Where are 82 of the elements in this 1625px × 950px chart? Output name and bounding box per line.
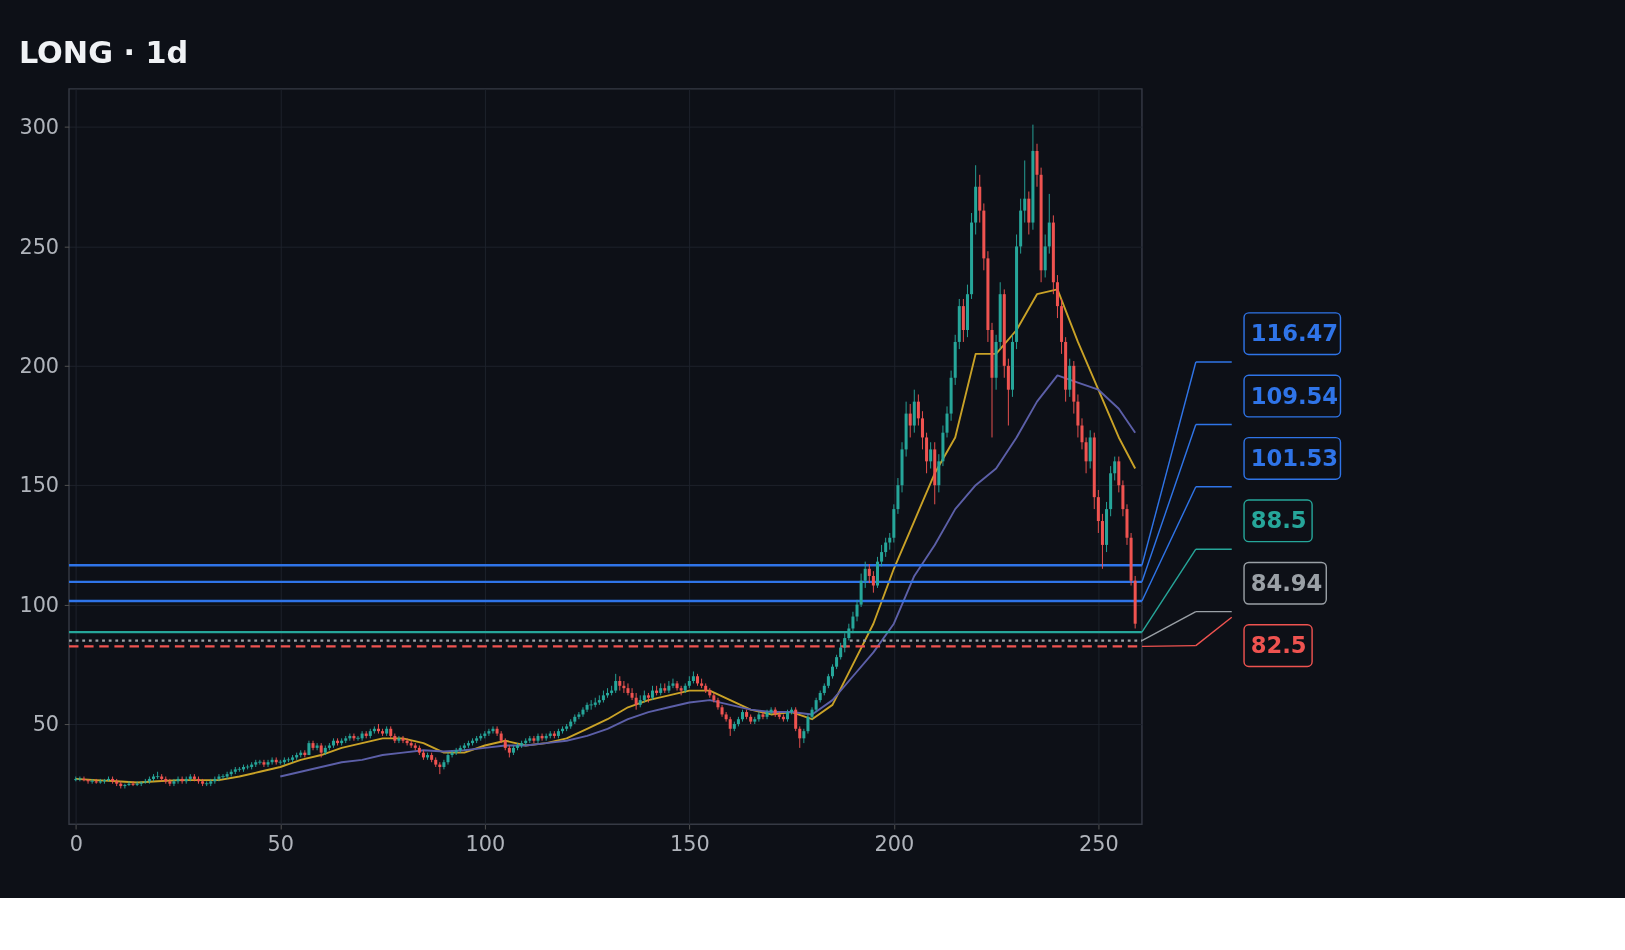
candlestick [978,174,982,224]
candlestick [798,725,802,749]
ref-line-label: 109.54 [1250,382,1339,409]
candlestick [875,556,879,589]
x-tick-label: 150 [669,832,710,857]
candlestick [1047,193,1051,255]
candlestick [761,711,765,720]
candlestick [168,778,172,787]
candlestick [884,537,888,558]
candlestick [356,735,360,742]
x-tick-label: 200 [874,832,915,857]
candlestick [172,778,176,787]
candlestick [961,298,965,343]
candlestick [446,752,450,766]
candlestick [712,692,716,703]
candlestick [1117,456,1121,493]
candlestick [1113,456,1117,481]
candlestick [1088,429,1092,469]
candlestick [1076,394,1080,438]
candlestick [1027,191,1031,235]
y-tick-label: 250 [19,234,60,259]
candlestick [1055,274,1059,319]
candlestick [491,725,495,735]
candlestick [1006,358,1010,426]
candlestick [401,735,405,744]
candlestick [720,704,724,718]
candlestick [225,771,229,780]
x-tick-label: 0 [69,832,83,857]
candlestick [577,711,581,720]
candlestick [266,759,270,768]
x-tick-label: 100 [465,832,506,857]
candlestick [221,773,225,780]
candlestick [262,759,266,768]
candlestick [1043,234,1047,278]
chart-title: LONG · 1d [18,35,189,71]
y-tick-label: 150 [19,473,60,498]
candlestick [908,403,912,438]
x-tick-label: 250 [1079,832,1119,857]
x-tick-label: 50 [267,832,294,857]
y-tick-label: 100 [19,592,60,617]
candlestick [863,561,867,589]
candlestick [757,711,761,723]
y-tick-label: 300 [19,115,60,140]
candlestick [614,673,618,694]
ref-line-label: 101.53 [1250,445,1339,472]
candlestick [728,716,732,737]
y-tick-label: 50 [32,712,60,737]
line-series [74,288,1137,784]
candlestick [716,697,720,711]
candlestick [920,410,924,450]
candlestick [487,728,491,737]
candlestick [315,742,319,751]
candlestick [925,432,929,474]
candlestick [532,735,536,744]
ref-line-label: 116.47 [1250,320,1339,347]
ref-line-label: 82.5 [1250,632,1307,659]
candlestick [675,680,679,692]
candlestick [867,563,871,584]
candlestick [880,544,884,567]
y-tick-label: 200 [19,353,60,378]
candlestick [671,678,675,689]
candlestick [626,682,630,696]
candlestick [896,477,900,515]
candlestick [397,735,401,744]
candlestick [912,389,916,434]
candlestick [495,725,499,737]
candlestick [1096,489,1100,534]
candlestick [916,394,920,426]
candlestick [1100,513,1104,570]
candlestick [724,711,728,723]
candlestick [667,680,671,694]
line-series [279,374,1137,778]
candlestick [1068,358,1072,398]
candlestick [630,687,634,701]
candlestick [871,570,875,594]
ref-line-label: 84.94 [1250,569,1323,596]
candlestick [937,453,941,493]
ref-line-label: 88.5 [1250,507,1307,534]
candlestick [794,706,798,732]
candlestick [679,685,683,696]
candlestick [929,441,933,469]
candlestick [1023,159,1027,224]
